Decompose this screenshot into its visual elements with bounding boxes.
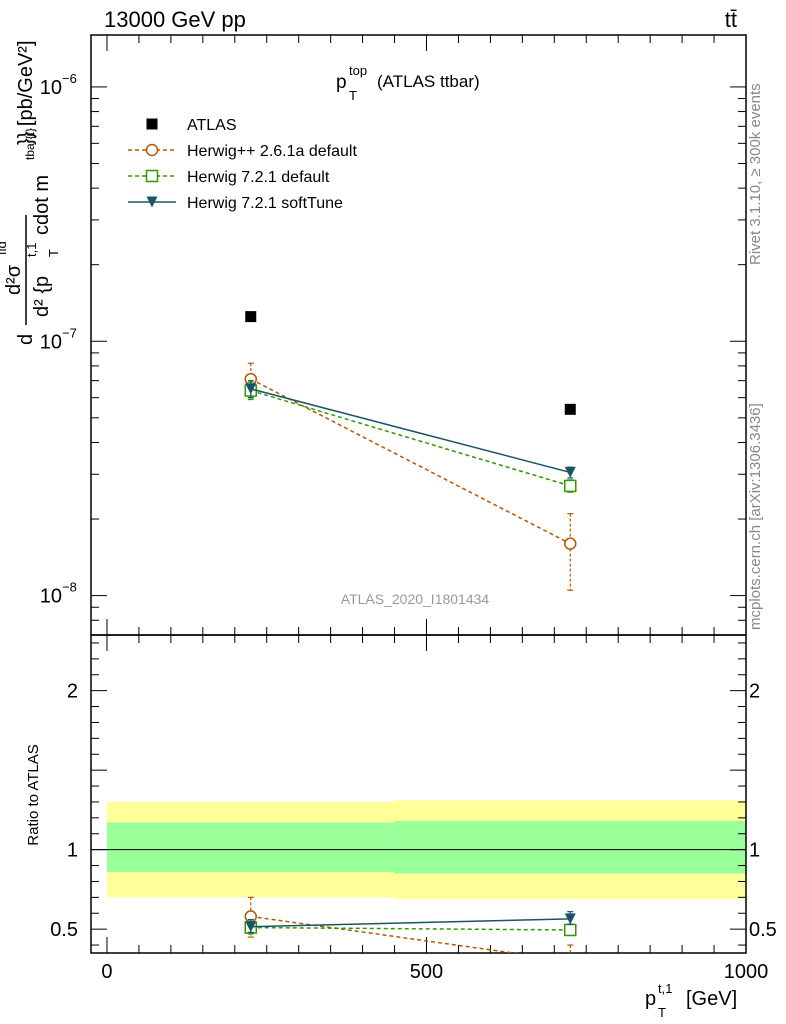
main-title: p (336, 72, 347, 93)
ratio-herwig721-point-1 (564, 923, 577, 937)
ratio-softtune-point-0 (245, 921, 257, 933)
main-herwig721-line (250, 389, 571, 487)
main-softtune-point-0 (245, 383, 257, 395)
ratio-softtune-point-1 (564, 913, 576, 925)
mcplots-label: mcplots.cern.ch [arXiv:1306.3436] (747, 403, 764, 630)
main-ylabel-den-sub: T (46, 249, 61, 257)
main-ylabel-den-sup: t,1 (24, 243, 39, 257)
main-ytick-label-1: 10 (40, 331, 62, 353)
ratio-ytick-label-right-0: 0.5 (749, 919, 777, 941)
legend-label-herwig721: Herwig 7.2.1 default (187, 169, 330, 186)
ratio-ylabel: Ratio to ATLAS (25, 744, 42, 845)
legend-marker-herwig721 (145, 169, 159, 183)
axes: 10−810−710 −60.5 0.51 12 20 500 1000 (40, 34, 777, 983)
main-herwig721-point-1 (564, 479, 577, 493)
main-ylabel-tail: }} [pb/GeV²] (15, 40, 37, 145)
main-herwigpp-point-1 (564, 537, 577, 550)
legend-marker-atlas (146, 118, 158, 130)
analysis-id: ATLAS_2020_I1801434 (341, 591, 490, 607)
ratio-frame (90, 634, 747, 954)
legend-label-softtune: Herwig 7.2.1 softTune (187, 195, 343, 212)
ratio-bands (91, 800, 746, 899)
main-ylabel: d d²σ fid d² {p t,1 T cdot m tbar{t} }} … (0, 40, 61, 345)
main-ylabel-num-sup: fid (0, 241, 9, 255)
energy-label: 13000 GeV pp (104, 7, 246, 32)
ratio-ytick-label-right-2: 2 (749, 681, 760, 703)
ratio-ytick-label-right-1: 1 (749, 840, 760, 862)
legend: ATLAS Herwig++ 2.6.1a default Herwig 7.2.1… (128, 117, 357, 212)
band-inner-0 (106, 822, 395, 872)
main-title-sup: top (349, 63, 367, 78)
band-inner-1 (394, 821, 746, 874)
xlabel-sub: T (658, 1005, 666, 1020)
main-herwigpp-line (250, 378, 571, 545)
ratio-softtune-line (250, 918, 571, 928)
ratio-herwigpp-line (250, 915, 519, 953)
main-ytick-exp-0: −8 (62, 580, 77, 595)
main-ylabel-d: d (15, 334, 37, 345)
main-title-suffix: (ATLAS ttbar) (377, 72, 480, 91)
main-ylabel-den-post: cdot m (31, 175, 53, 235)
main-ytick-label-0: 10 (40, 586, 62, 608)
ratio-series (244, 896, 577, 966)
xtick-label-2: 1000 (724, 961, 769, 983)
main-atlas-point-1 (564, 403, 576, 415)
main-title-sub: T (349, 88, 357, 103)
rivet-label: Rivet 3.1.10, ≥ 300k events (747, 83, 764, 265)
main-ylabel-den-pre: d² {p (31, 276, 53, 317)
main-ylabel-den-post-sup: tbar{t} (23, 128, 37, 160)
ratio-herwigpp-point-1 (565, 955, 576, 966)
main-ylabel-num: d²σ (3, 264, 25, 295)
legend-label-atlas: ATLAS (187, 117, 237, 134)
ratio-herwig721-line (250, 926, 571, 931)
legend-marker-herwigpp (145, 143, 159, 157)
xlabel: p t,1 T [GeV] (645, 981, 737, 1020)
main-ytick-exp-2: −6 (62, 71, 77, 86)
main-atlas-point-0 (245, 311, 257, 323)
xlabel-unit: [GeV] (686, 988, 737, 1010)
legend-label-herwigpp: Herwig++ 2.6.1a default (187, 143, 357, 160)
ratio-ytick-label-left-2: 2 (67, 681, 78, 703)
legend-marker-softtune (146, 196, 158, 208)
ratio-ytick-label-left-1: 1 (67, 840, 78, 862)
main-title-p: p (336, 72, 347, 93)
process-label: tt̄ (725, 7, 737, 32)
main-series (244, 311, 577, 591)
xlabel-sup: t,1 (658, 981, 672, 996)
main-softtune-point-1 (564, 466, 576, 478)
xtick-label-1: 500 (410, 961, 443, 983)
main-softtune-line (250, 388, 571, 474)
xtick-label-0: 0 (101, 961, 112, 983)
main-ytick-exp-1: −7 (62, 325, 77, 340)
xlabel-p: p (645, 988, 656, 1010)
main-ytick-label-2: 10 (40, 77, 62, 99)
ratio-ytick-label-left-0: 0.5 (50, 919, 78, 941)
